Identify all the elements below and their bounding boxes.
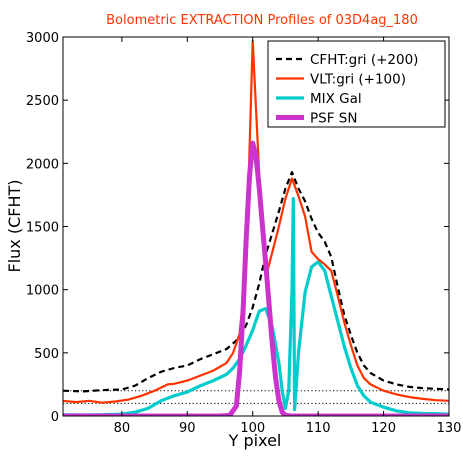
chart-title: Bolometric EXTRACTION Profiles of 03D4ag… xyxy=(106,13,418,28)
x-tick-label: 90 xyxy=(179,421,196,436)
legend-label-3: MIX Gal xyxy=(310,91,362,107)
y-tick-label: 2000 xyxy=(26,157,59,172)
series-line-4 xyxy=(63,140,449,416)
y-tick-label: 1000 xyxy=(26,284,59,299)
x-axis-title: Y pixel xyxy=(228,431,282,450)
x-tick-label: 120 xyxy=(371,421,396,436)
legend-box xyxy=(267,40,446,128)
series-line-1 xyxy=(63,171,449,393)
x-tick-label: 80 xyxy=(114,421,131,436)
x-tick-label: 100 xyxy=(240,421,265,436)
x-tick-label: 110 xyxy=(306,421,331,436)
y-tick-label: 0 xyxy=(51,410,59,425)
y-tick-label: 500 xyxy=(34,347,59,362)
plot-area xyxy=(63,39,449,416)
legend-label-2: VLT:gri (+100) xyxy=(310,72,406,88)
y-tick-label: 2500 xyxy=(26,94,59,109)
legend-label-1: CFHT:gri (+200) xyxy=(310,52,418,68)
series-line-3 xyxy=(63,197,449,416)
series-line-2 xyxy=(63,39,449,404)
axes: 80 90 100 110 120 130 0 500 1000 1500 2000 2500 3000 xyxy=(26,31,462,436)
y-tick-label: 3000 xyxy=(26,31,59,46)
legend-label-4: PSF SN xyxy=(310,111,357,127)
y-tick-label: 1500 xyxy=(26,221,59,236)
x-tick-label: 130 xyxy=(437,421,462,436)
legend: CFHT:gri (+200) VLT:gri (+100) MIX Gal PSF … xyxy=(267,40,446,128)
y-axis-title: Flux (CFHT) xyxy=(5,179,24,272)
